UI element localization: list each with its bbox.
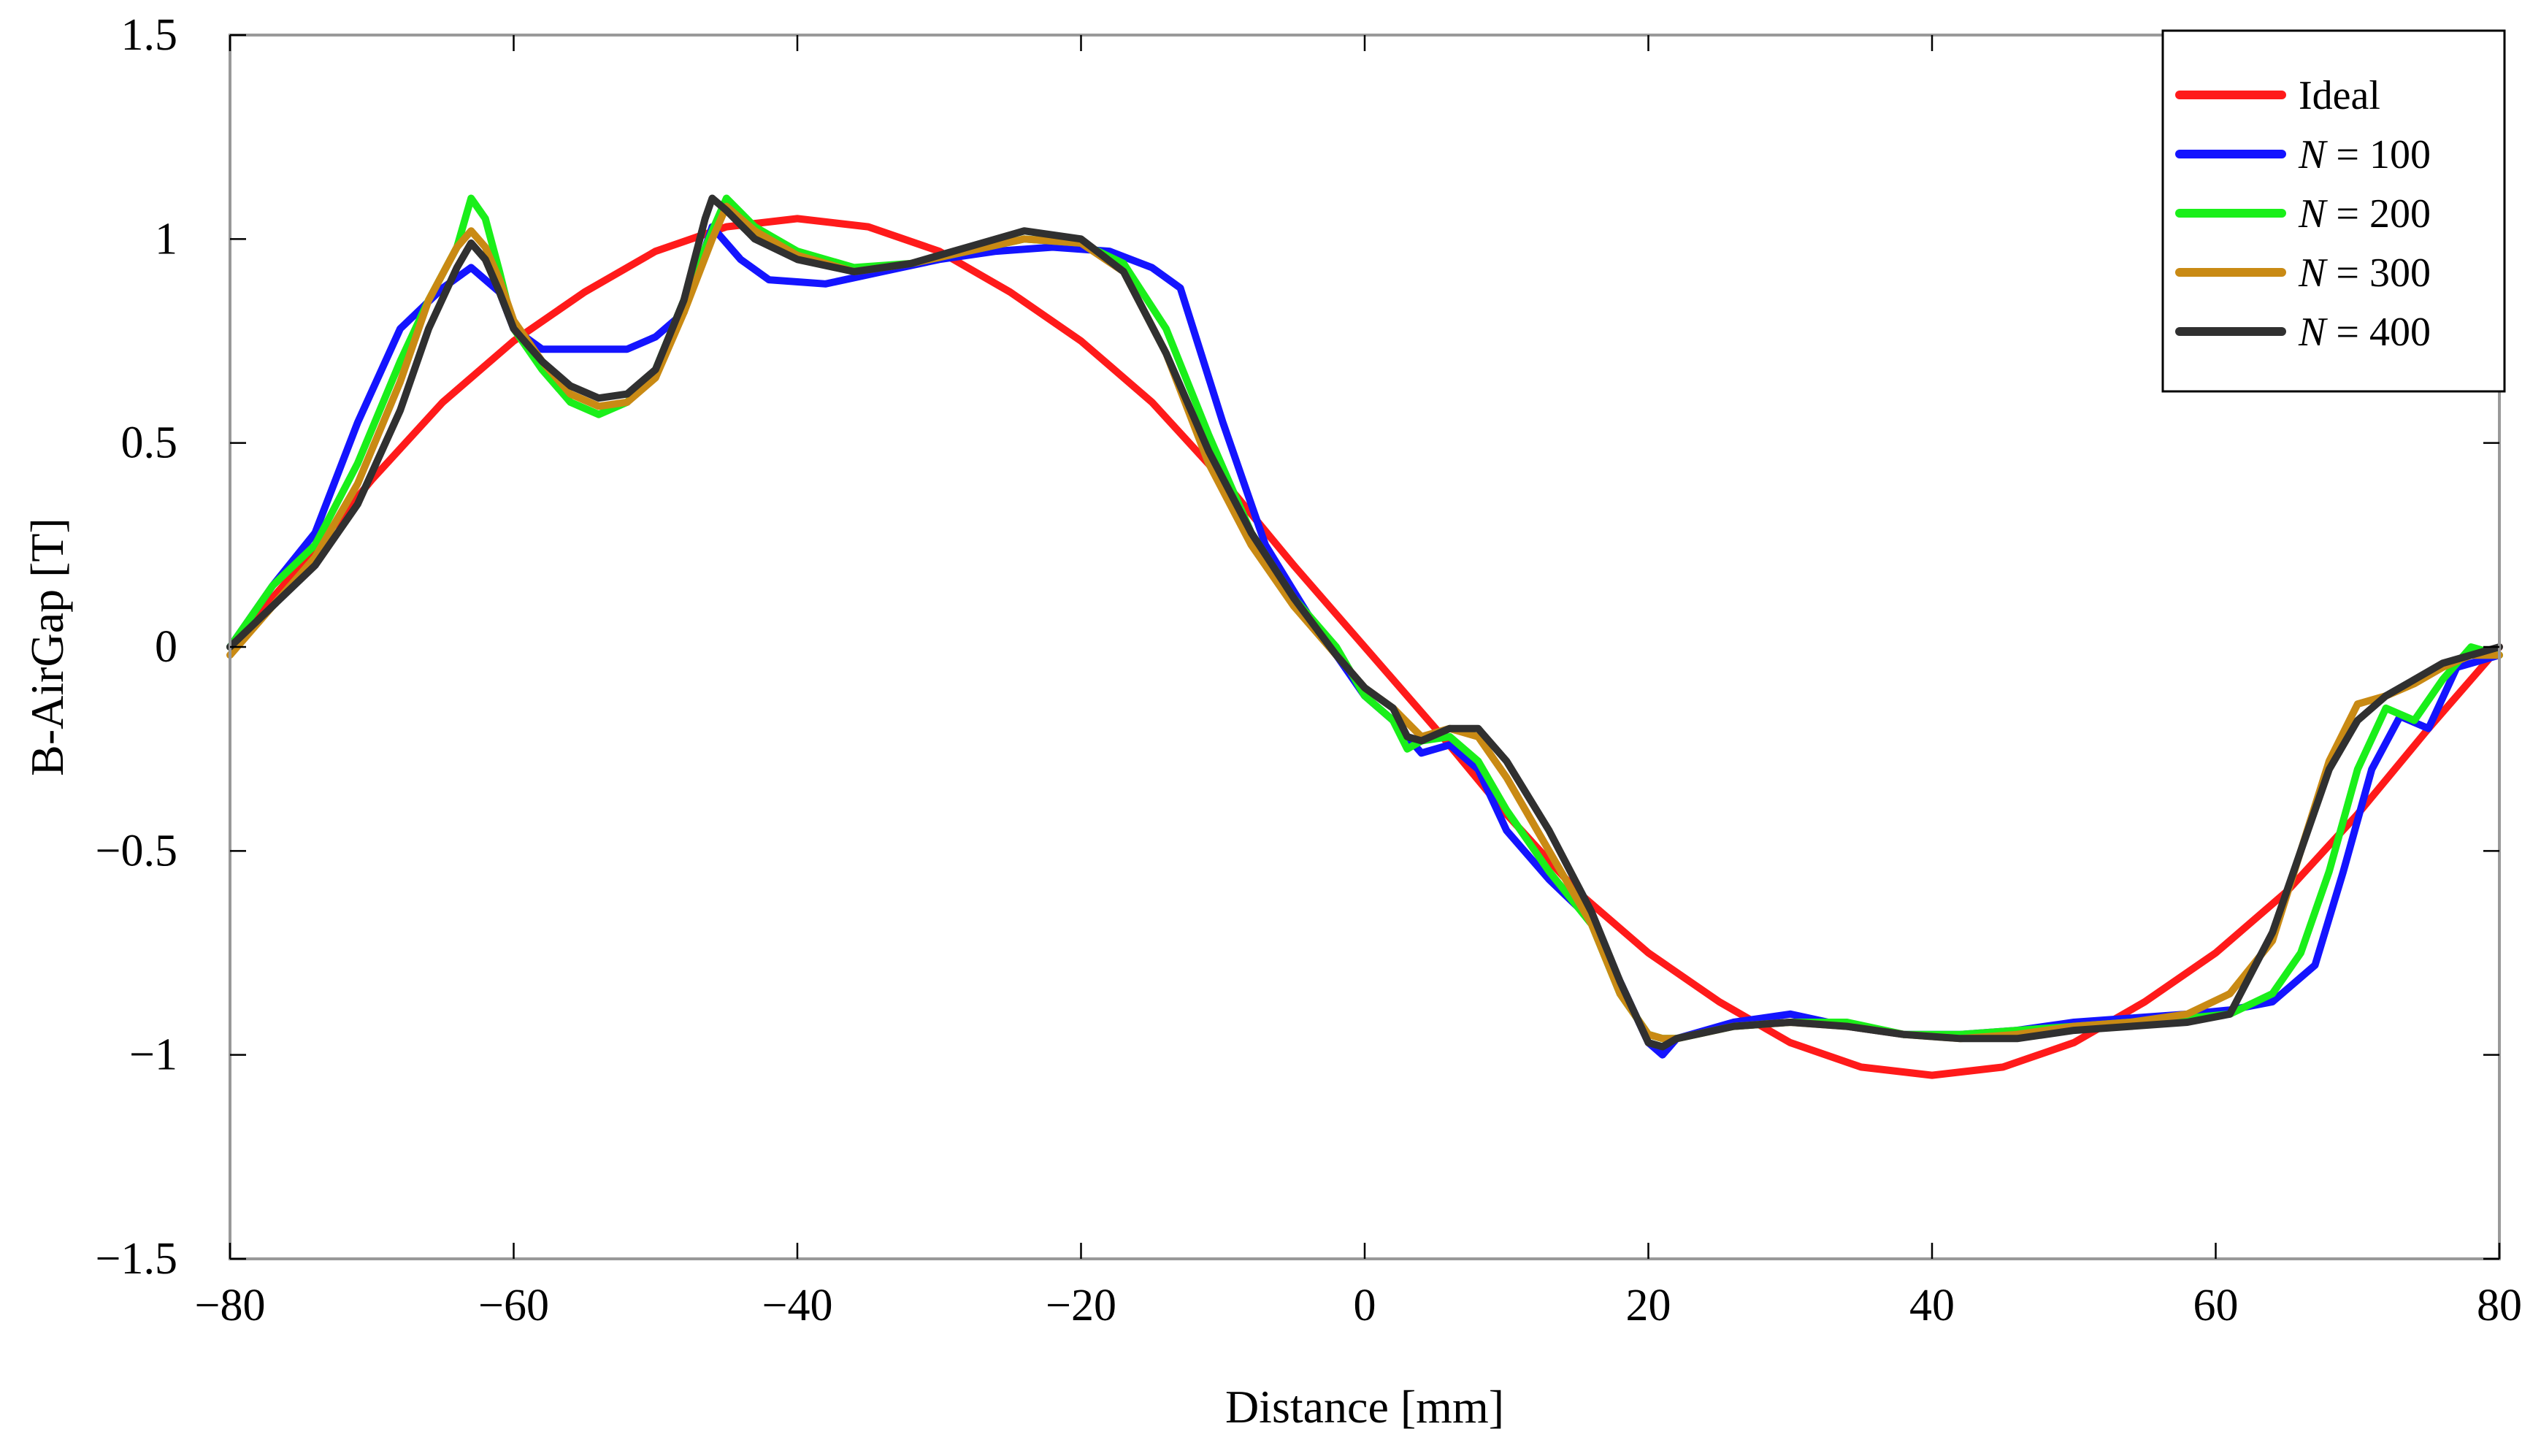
- legend: Ideal N = 100 N = 200 N = 300 N = 400: [2161, 29, 2506, 393]
- legend-label: N = 400: [2298, 310, 2431, 355]
- y-tick-label: −1: [129, 1030, 177, 1080]
- y-tick-label: 0: [155, 622, 177, 672]
- legend-label: N = 100: [2298, 132, 2431, 177]
- y-tick-label: 0.5: [121, 418, 178, 468]
- tick-labels: −80 −60 −40 −20 0 20 40 60 80 1.5 1 0.5 0 −0.5 −1 −1.5: [96, 10, 2522, 1330]
- y-tick-label: 1: [155, 214, 177, 264]
- series-line-n-400: [226, 194, 2503, 1051]
- y-tick-label: −0.5: [96, 826, 177, 875]
- x-tick-label: 60: [2193, 1281, 2239, 1330]
- x-tick-label: −40: [762, 1281, 833, 1330]
- legend-label: N = 300: [2298, 250, 2431, 296]
- legend-items: Ideal N = 100 N = 200 N = 300 N = 400: [2175, 73, 2431, 355]
- x-tick-label: 20: [1626, 1281, 1671, 1330]
- x-tick-label: −60: [478, 1281, 549, 1330]
- x-tick-label: 0: [1354, 1281, 1376, 1330]
- x-tick-label: 80: [2477, 1281, 2522, 1330]
- x-tick-label: −80: [195, 1281, 266, 1330]
- x-tick-label: 40: [1909, 1281, 1955, 1330]
- y-tick-label: 1.5: [121, 10, 178, 60]
- y-axis-title: B-AirGap [T]: [21, 518, 73, 776]
- series-layer: [226, 194, 2503, 1079]
- y-tick-label: −1.5: [96, 1234, 177, 1284]
- legend-label: Ideal: [2299, 73, 2380, 118]
- x-tick-label: −20: [1046, 1281, 1116, 1330]
- legend-label: N = 200: [2298, 191, 2431, 237]
- ticks-layer: [229, 34, 2501, 1260]
- x-axis-title: Distance [mm]: [1225, 1381, 1504, 1433]
